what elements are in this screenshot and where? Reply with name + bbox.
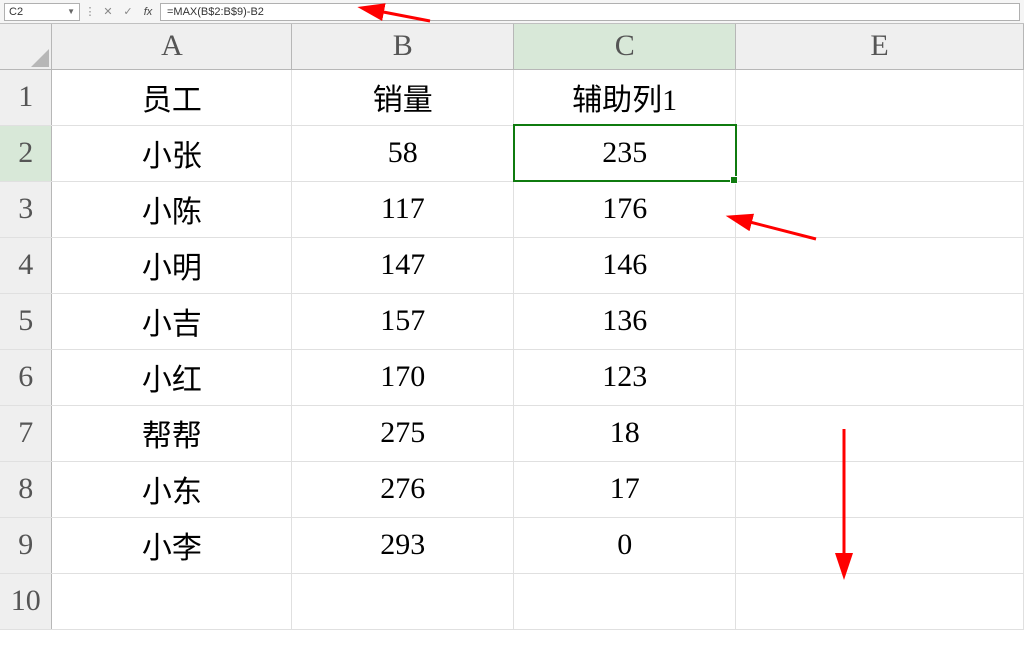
cell-C5[interactable]: 136: [514, 293, 736, 349]
cell-A2[interactable]: 小张: [52, 125, 292, 181]
cell-C8[interactable]: 17: [514, 461, 736, 517]
cell-A10[interactable]: [52, 573, 292, 629]
table-row: 7 帮帮 275 18: [0, 405, 1024, 461]
col-head-E[interactable]: E: [736, 24, 1024, 69]
formula-text: =MAX(B$2:B$9)-B2: [167, 6, 264, 18]
table-row: 8 小东 276 17: [0, 461, 1024, 517]
fx-icon[interactable]: fx: [140, 6, 156, 18]
cell-A7[interactable]: 帮帮: [52, 405, 292, 461]
enter-icon[interactable]: ✓: [120, 5, 136, 18]
sheet-body: 1 员工 销量 辅助列1 2 小张 58 235 3 小陈 117 176: [0, 69, 1024, 629]
col-head-B[interactable]: B: [292, 24, 514, 69]
cell-C7[interactable]: 18: [514, 405, 736, 461]
formula-bar: C2 ▼ ⋮ ✕ ✓ fx =MAX(B$2:B$9)-B2: [0, 0, 1024, 24]
cell-C1[interactable]: 辅助列1: [514, 69, 736, 125]
cell-B7[interactable]: 275: [292, 405, 514, 461]
cell-A8[interactable]: 小东: [52, 461, 292, 517]
col-head-A[interactable]: A: [52, 24, 292, 69]
spreadsheet-grid[interactable]: A B C E 1 员工 销量 辅助列1 2 小张 58 235 3: [0, 24, 1024, 630]
table-row: 1 员工 销量 辅助列1: [0, 69, 1024, 125]
cell-E3[interactable]: [736, 181, 1024, 237]
cell-B9[interactable]: 293: [292, 517, 514, 573]
row-head-4[interactable]: 4: [0, 237, 52, 293]
row-head-9[interactable]: 9: [0, 517, 52, 573]
sheet-area: A B C E 1 员工 销量 辅助列1 2 小张 58 235 3: [0, 24, 1024, 649]
cell-A3[interactable]: 小陈: [52, 181, 292, 237]
cell-B6[interactable]: 170: [292, 349, 514, 405]
row-head-10[interactable]: 10: [0, 573, 52, 629]
row-head-8[interactable]: 8: [0, 461, 52, 517]
cell-B1[interactable]: 销量: [292, 69, 514, 125]
cell-B8[interactable]: 276: [292, 461, 514, 517]
cell-E4[interactable]: [736, 237, 1024, 293]
cell-A5[interactable]: 小吉: [52, 293, 292, 349]
table-row: 9 小李 293 0: [0, 517, 1024, 573]
cell-E7[interactable]: [736, 405, 1024, 461]
table-row: 10: [0, 573, 1024, 629]
table-row: 6 小红 170 123: [0, 349, 1024, 405]
cell-B10[interactable]: [292, 573, 514, 629]
row-head-1[interactable]: 1: [0, 69, 52, 125]
cell-C6[interactable]: 123: [514, 349, 736, 405]
cell-E5[interactable]: [736, 293, 1024, 349]
cell-E6[interactable]: [736, 349, 1024, 405]
cell-C3[interactable]: 176: [514, 181, 736, 237]
cell-B5[interactable]: 157: [292, 293, 514, 349]
table-row: 3 小陈 117 176: [0, 181, 1024, 237]
cell-E1[interactable]: [736, 69, 1024, 125]
cell-C2[interactable]: 235: [514, 125, 736, 181]
cell-E2[interactable]: [736, 125, 1024, 181]
cell-A1[interactable]: 员工: [52, 69, 292, 125]
cell-A4[interactable]: 小明: [52, 237, 292, 293]
cell-E9[interactable]: [736, 517, 1024, 573]
row-head-7[interactable]: 7: [0, 405, 52, 461]
separator-icon: ⋮: [84, 5, 96, 18]
cell-B3[interactable]: 117: [292, 181, 514, 237]
cell-B4[interactable]: 147: [292, 237, 514, 293]
cell-C4[interactable]: 146: [514, 237, 736, 293]
cell-A9[interactable]: 小李: [52, 517, 292, 573]
cell-reference: C2: [9, 6, 23, 18]
table-row: 4 小明 147 146: [0, 237, 1024, 293]
cell-A6[interactable]: 小红: [52, 349, 292, 405]
cell-E8[interactable]: [736, 461, 1024, 517]
column-header-row: A B C E: [0, 24, 1024, 69]
formula-input[interactable]: =MAX(B$2:B$9)-B2: [160, 3, 1020, 21]
table-row: 2 小张 58 235: [0, 125, 1024, 181]
select-all-corner[interactable]: [0, 24, 52, 69]
col-head-C[interactable]: C: [514, 24, 736, 69]
row-head-3[interactable]: 3: [0, 181, 52, 237]
name-box-caret-icon: ▼: [67, 7, 75, 16]
name-box[interactable]: C2 ▼: [4, 3, 80, 21]
cell-E10[interactable]: [736, 573, 1024, 629]
cell-C9[interactable]: 0: [514, 517, 736, 573]
row-head-2[interactable]: 2: [0, 125, 52, 181]
table-row: 5 小吉 157 136: [0, 293, 1024, 349]
cell-C10[interactable]: [514, 573, 736, 629]
row-head-6[interactable]: 6: [0, 349, 52, 405]
row-head-5[interactable]: 5: [0, 293, 52, 349]
cell-B2[interactable]: 58: [292, 125, 514, 181]
cancel-icon[interactable]: ✕: [100, 5, 116, 18]
